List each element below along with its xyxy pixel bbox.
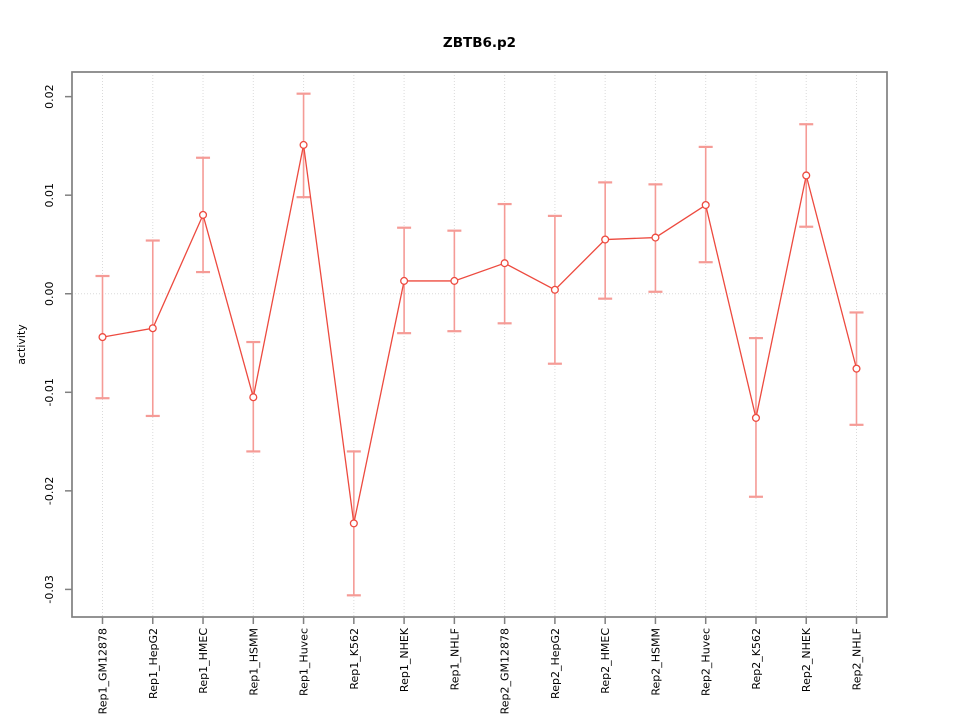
x-tick-label: Rep1_K562 xyxy=(348,628,361,690)
x-tick-label: Rep1_NHLF xyxy=(448,628,461,690)
x-tick-label: Rep2_GM12878 xyxy=(499,628,512,714)
data-points-group xyxy=(98,140,861,528)
series-line xyxy=(102,144,858,524)
plot-frame-group xyxy=(71,71,888,618)
x-tick-label: Rep1_Huvec xyxy=(298,628,311,696)
y-tick-label: -0.03 xyxy=(43,575,56,603)
series-line-group xyxy=(102,144,858,524)
data-point xyxy=(500,259,509,268)
gridlines-group xyxy=(72,72,887,617)
data-point xyxy=(148,324,157,333)
x-tick-label: Rep2_HepG2 xyxy=(549,628,562,699)
x-tick-label: Rep2_HSMM xyxy=(649,628,662,696)
y-axis-labels-group: 0.02 0.01 0.00 -0.01 -0.02 -0.03 xyxy=(43,84,72,604)
x-tick-label: Rep2_Huvec xyxy=(700,628,713,696)
data-point xyxy=(198,210,208,219)
x-tick-label: Rep2_K562 xyxy=(750,628,763,690)
y-tick-label: 0.00 xyxy=(43,281,56,306)
data-point xyxy=(400,276,409,285)
data-point xyxy=(651,233,660,242)
x-tick-label: Rep1_HepG2 xyxy=(147,628,160,699)
x-tick-label: Rep2_HMEC xyxy=(599,628,612,694)
data-point xyxy=(601,235,610,244)
data-point xyxy=(299,140,308,149)
data-point xyxy=(701,200,710,210)
data-point xyxy=(450,276,459,285)
x-tick-label: Rep1_GM12878 xyxy=(97,628,110,714)
data-point xyxy=(550,285,559,294)
chart-title: ZBTB6.p2 xyxy=(443,35,516,51)
x-tick-label: Rep1_NHEK xyxy=(398,627,411,692)
y-axis-title: activity xyxy=(15,324,28,365)
x-tick-label: Rep1_HSMM xyxy=(247,628,260,696)
x-tick-label: Rep1_HMEC xyxy=(197,628,210,694)
y-tick-label: 0.01 xyxy=(43,183,56,208)
data-point xyxy=(98,333,107,342)
x-axis-labels-group: Rep1_GM12878 Rep1_HepG2 Rep1_HMEC Rep1_HSMM… xyxy=(97,617,864,714)
y-tick-label: 0.02 xyxy=(43,84,56,109)
x-tick-label: Rep2_NHEK xyxy=(800,627,813,692)
data-point xyxy=(802,171,811,180)
data-point xyxy=(349,519,358,528)
data-point xyxy=(249,393,258,402)
plot-border xyxy=(71,71,888,618)
y-tick-label: -0.02 xyxy=(43,477,56,505)
data-point xyxy=(751,413,761,422)
x-tick-label: Rep2_NHLF xyxy=(851,628,864,690)
y-tick-label: -0.01 xyxy=(43,378,56,406)
data-point xyxy=(852,364,861,373)
error-bars-group xyxy=(95,92,864,597)
